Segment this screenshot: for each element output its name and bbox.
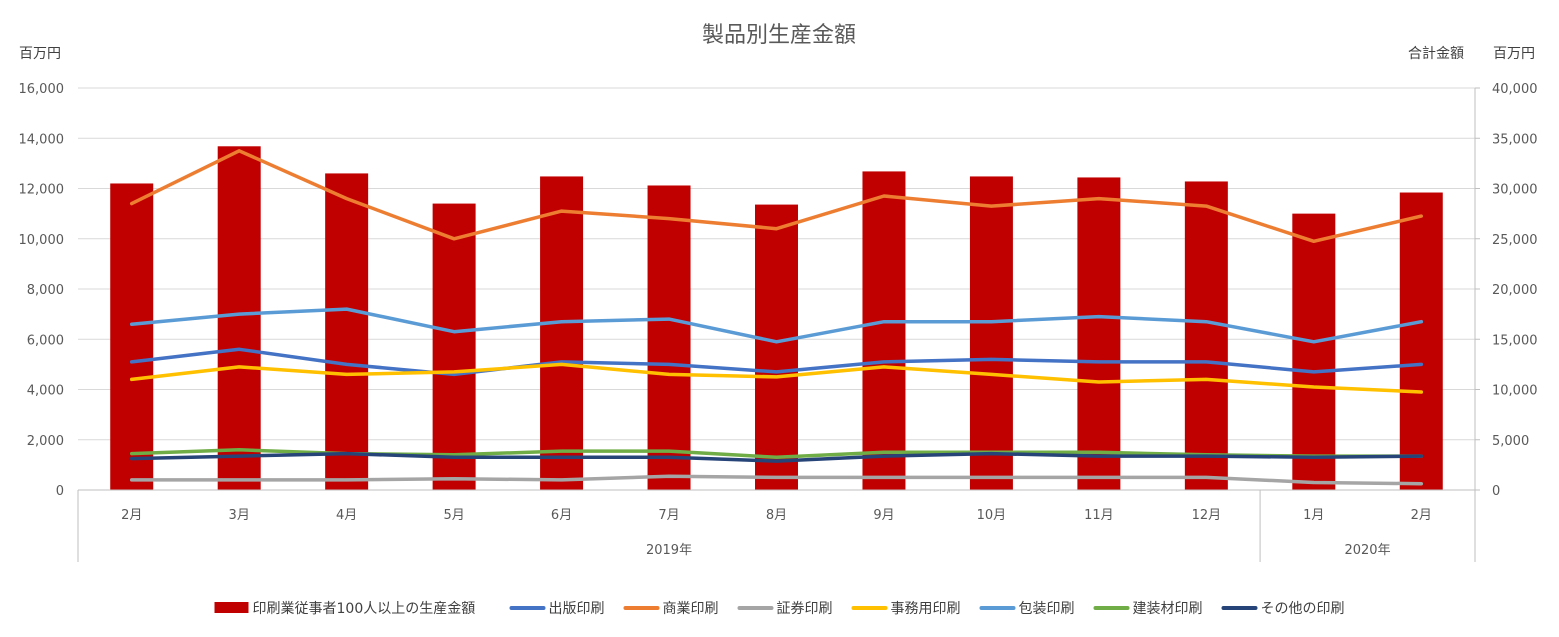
bar-9 bbox=[969, 176, 1013, 490]
bar-5 bbox=[540, 176, 584, 490]
y-right-tick-label: 15,000 bbox=[1492, 333, 1538, 348]
axes: 0 0 2,000 5,000 4,000 10,000 6,000 15,000 8,000 2… bbox=[19, 82, 1538, 562]
bar-6 bbox=[647, 185, 691, 491]
right-axis-unit: 百万円 bbox=[1493, 46, 1535, 62]
legend-label: その他の印刷 bbox=[1261, 601, 1345, 617]
series-line-5 bbox=[129, 307, 1424, 344]
bar-8 bbox=[862, 171, 906, 491]
x-tick-label: 12月 bbox=[1192, 508, 1222, 523]
x-tick-label: 4月 bbox=[336, 508, 357, 523]
x-tick-label: 9月 bbox=[873, 508, 894, 523]
legend-label: 包装印刷 bbox=[1019, 601, 1075, 617]
year-group-label: 2020年 bbox=[1344, 543, 1390, 558]
right-axis-label: 合計金額 bbox=[1408, 46, 1464, 62]
series-line-4 bbox=[129, 362, 1424, 394]
x-tick-label: 6月 bbox=[551, 508, 572, 523]
bar-2 bbox=[217, 146, 261, 491]
y-right-tick-label: 25,000 bbox=[1492, 233, 1538, 248]
y-left-tick-label: 2,000 bbox=[27, 434, 64, 449]
x-tick-label: 8月 bbox=[766, 508, 787, 523]
y-left-tick-label: 10,000 bbox=[19, 233, 65, 248]
bar-7 bbox=[755, 204, 798, 490]
y-left-tick-label: 12,000 bbox=[19, 183, 65, 198]
x-tick-label: 5月 bbox=[443, 508, 464, 523]
y-right-tick-label: 35,000 bbox=[1492, 132, 1538, 147]
legend-label: 商業印刷 bbox=[663, 601, 719, 617]
legend-label: 出版印刷 bbox=[549, 601, 605, 617]
y-right-tick-label: 40,000 bbox=[1492, 82, 1538, 97]
x-tick-label: 2月 bbox=[1411, 508, 1432, 523]
x-tick-label: 10月 bbox=[977, 508, 1007, 523]
y-left-tick-label: 8,000 bbox=[27, 283, 64, 298]
y-right-tick-label: 5,000 bbox=[1492, 434, 1529, 449]
y-right-tick-label: 30,000 bbox=[1492, 183, 1538, 198]
x-tick-label: 1月 bbox=[1303, 508, 1324, 523]
bar-series bbox=[110, 146, 1443, 491]
bar-11 bbox=[1184, 181, 1228, 490]
line-series bbox=[129, 149, 1424, 486]
x-tick-label: 11月 bbox=[1084, 508, 1114, 523]
bar-13 bbox=[1399, 192, 1443, 490]
series-line-3 bbox=[129, 474, 1424, 486]
series-line-2 bbox=[129, 149, 1424, 244]
chart-title: 製品別生産金額 bbox=[702, 23, 856, 48]
legend-label: 印刷業従事者100人以上の生産金額 bbox=[253, 601, 476, 617]
legend-label: 建装材印刷 bbox=[1133, 601, 1203, 617]
bar-1 bbox=[110, 183, 154, 490]
bar-12 bbox=[1292, 213, 1336, 490]
y-left-tick-label: 16,000 bbox=[19, 82, 65, 97]
y-left-tick-label: 0 bbox=[56, 484, 64, 499]
x-tick-label: 7月 bbox=[658, 508, 679, 523]
bar-10 bbox=[1077, 177, 1121, 490]
year-group-label: 2019年 bbox=[646, 543, 692, 558]
y-left-tick-label: 4,000 bbox=[27, 384, 64, 399]
bar-4 bbox=[432, 203, 476, 490]
legend: 印刷業従事者100人以上の生産金額 出版印刷 商業印刷 証券印刷 事務用印刷 包装印刷 建装… bbox=[214, 601, 1345, 617]
y-right-tick-label: 0 bbox=[1492, 484, 1500, 499]
bar-3 bbox=[325, 173, 369, 491]
y-left-tick-label: 14,000 bbox=[19, 132, 65, 147]
series-line-7 bbox=[129, 451, 1424, 463]
left-axis-unit: 百万円 bbox=[19, 46, 61, 62]
legend-label: 事務用印刷 bbox=[891, 601, 961, 617]
series-line-1 bbox=[129, 347, 1424, 377]
x-tick-label: 2月 bbox=[121, 508, 142, 523]
legend-label: 証券印刷 bbox=[777, 601, 833, 617]
legend-swatch bbox=[214, 602, 249, 613]
y-right-tick-label: 10,000 bbox=[1492, 384, 1538, 399]
y-right-tick-label: 20,000 bbox=[1492, 283, 1538, 298]
x-tick-label: 3月 bbox=[229, 508, 250, 523]
y-left-tick-label: 6,000 bbox=[27, 333, 64, 348]
